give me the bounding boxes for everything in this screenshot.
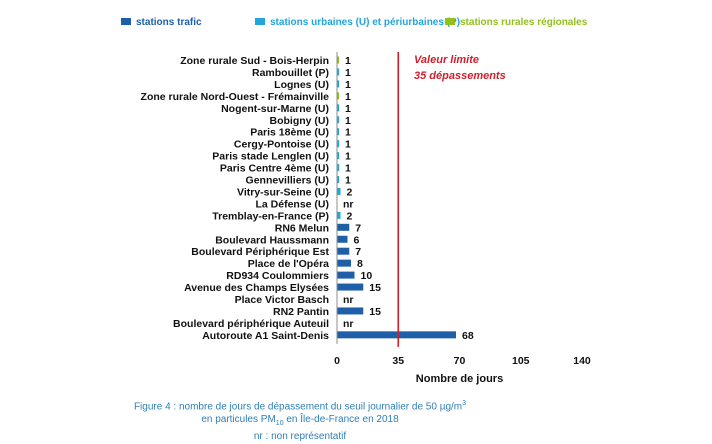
category-label: Gennevilliers (U) — [246, 175, 329, 187]
value-label: 1 — [345, 67, 351, 79]
category-label: Autoroute A1 Saint-Denis — [202, 330, 329, 342]
bar — [337, 152, 339, 160]
caption-line-3: nr : non représentatif — [253, 431, 347, 443]
value-label: 6 — [354, 234, 360, 246]
chart: stations trafic stations urbaines (U) et … — [121, 17, 591, 385]
legend-swatch — [121, 18, 131, 25]
category-label: Bobigny (U) — [270, 115, 330, 127]
x-tick-label: 0 — [334, 355, 340, 367]
bar — [337, 271, 355, 279]
value-label: 1 — [345, 139, 351, 151]
category-label: Lognes (U) — [274, 79, 329, 91]
category-label: Boulevard Périphérique Est — [191, 246, 329, 258]
category-label: Zone rurale Nord-Ouest - Frémainville — [141, 91, 330, 103]
value-label: 1 — [345, 91, 351, 103]
bar — [337, 307, 364, 315]
bar — [337, 68, 339, 76]
value-label: 1 — [345, 151, 351, 163]
category-label: Avenue des Champs Elysées — [184, 282, 329, 294]
value-label: nr — [343, 198, 354, 210]
bar — [337, 187, 341, 195]
caption-line-2: en particules PM10 en Île-de-France en 2… — [201, 414, 399, 428]
value-label: 1 — [345, 127, 351, 139]
legend-swatch — [255, 18, 265, 25]
legend-swatch — [445, 18, 455, 25]
limit-annotation: Valeur limite 35 dépassements — [397, 52, 506, 347]
x-tick-label: 35 — [392, 355, 404, 367]
limit-label-line-1: Valeur limite — [414, 54, 479, 66]
value-label: nr — [343, 318, 354, 330]
x-tick-label: 70 — [454, 355, 466, 367]
bar — [337, 128, 339, 136]
x-tick-label: 105 — [512, 355, 530, 367]
bar — [337, 92, 339, 100]
category-label: Paris 18ème (U) — [250, 127, 329, 139]
bar — [337, 331, 456, 339]
category-label: La Défense (U) — [255, 198, 329, 210]
value-label: 68 — [462, 330, 474, 342]
bar — [337, 223, 350, 231]
value-label: 2 — [347, 186, 353, 198]
value-label: 1 — [345, 103, 351, 115]
value-label: 15 — [369, 282, 381, 294]
category-label: Boulevard périphérique Auteuil — [173, 318, 329, 330]
chart-bars: Zone rurale Sud - Bois-Herpin 1 Rambouille… — [141, 55, 474, 342]
category-label: Place Victor Basch — [235, 294, 329, 306]
value-label: 1 — [345, 55, 351, 67]
x-axis: 0 35 70 105 140 Nombre de jours — [334, 52, 591, 385]
value-label: 7 — [355, 246, 361, 258]
category-label: Tremblay-en-France (P) — [212, 210, 329, 222]
category-label: Place de l'Opéra — [248, 258, 329, 270]
value-label: 1 — [345, 115, 351, 127]
bar — [337, 140, 339, 148]
category-label: RN6 Melun — [275, 222, 329, 234]
value-label: nr — [343, 294, 354, 306]
legend-label: stations trafic — [136, 17, 202, 28]
category-label: Boulevard Haussmann — [215, 234, 329, 246]
chart-legend: stations trafic stations urbaines (U) et … — [121, 17, 588, 28]
bar — [337, 104, 339, 112]
bar — [337, 235, 348, 243]
value-label: 10 — [361, 270, 373, 282]
bar — [337, 259, 351, 267]
value-label: 1 — [345, 79, 351, 91]
bar — [337, 164, 339, 172]
caption-line-1: Figure 4 : nombre de jours de dépassemen… — [133, 400, 467, 413]
figure-caption: Figure 4 : nombre de jours de dépassemen… — [110, 397, 490, 443]
value-label: 15 — [369, 306, 381, 318]
bar — [337, 56, 339, 64]
category-label: RD934 Coulommiers — [226, 270, 329, 282]
category-label: Paris stade Lenglen (U) — [212, 151, 329, 163]
x-tick-label: 140 — [573, 355, 591, 367]
limit-label-line-2: 35 dépassements — [414, 70, 506, 82]
value-label: 8 — [357, 258, 363, 270]
category-label: Vitry-sur-Seine (U) — [237, 186, 329, 198]
bar — [337, 283, 364, 291]
value-label: 1 — [345, 163, 351, 175]
category-label: Zone rurale Sud - Bois-Herpin — [180, 55, 329, 67]
bar — [337, 116, 339, 124]
value-label: 7 — [355, 222, 361, 234]
bar — [337, 211, 341, 219]
value-label: 1 — [345, 175, 351, 187]
value-label: 2 — [347, 210, 353, 222]
bar — [337, 176, 339, 183]
x-axis-label: Nombre de jours — [416, 373, 503, 385]
category-label: Nogent-sur-Marne (U) — [221, 103, 329, 115]
legend-label: stations urbaines (U) et périurbaines (P… — [270, 17, 460, 28]
category-label: Paris Centre 4ème (U) — [220, 163, 329, 175]
category-label: RN2 Pantin — [273, 306, 329, 318]
bar — [337, 80, 339, 88]
legend-label: stations rurales régionales — [460, 17, 588, 28]
category-label: Cergy-Pontoise (U) — [234, 139, 329, 151]
category-label: Rambouillet (P) — [252, 67, 329, 79]
bar — [337, 247, 350, 255]
